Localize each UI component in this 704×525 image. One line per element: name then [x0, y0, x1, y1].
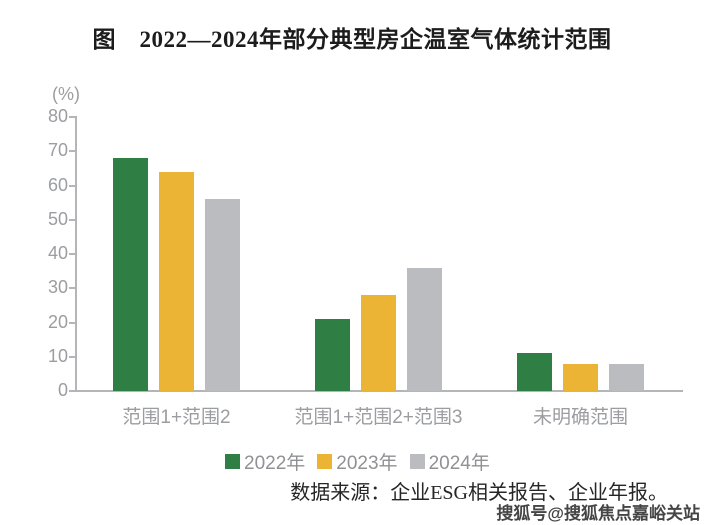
y-axis-line	[75, 116, 77, 392]
legend-swatch-icon	[317, 454, 333, 469]
y-axis-tick-label: 70	[47, 140, 68, 160]
y-axis-tick-label: 30	[47, 277, 68, 297]
y-axis-tick-label: 60	[47, 175, 68, 195]
y-axis-tick	[69, 356, 75, 358]
legend-label: 2022年	[244, 453, 306, 474]
bar-2024年-范围1+范围2	[205, 199, 240, 391]
y-axis-tick	[69, 150, 75, 152]
x-axis-category-label: 范围1+范围2+范围3	[294, 407, 463, 428]
y-axis-tick	[69, 219, 75, 221]
y-axis-tick	[69, 253, 75, 255]
legend-swatch-icon	[409, 454, 425, 469]
bar-2022年-范围1+范围2+范围3	[315, 319, 350, 391]
bar-2023年-未明确范围	[563, 364, 598, 391]
y-axis-tick	[69, 390, 75, 392]
y-axis-tick-label: 80	[47, 106, 68, 126]
watermark-text: 搜狐号@搜狐焦点嘉峪关站	[496, 504, 700, 523]
y-axis-tick	[69, 185, 75, 187]
x-axis-category-label: 范围1+范围2	[122, 407, 231, 428]
y-axis-tick-label: 20	[47, 312, 68, 332]
data-source-note: 数据来源：企业ESG相关报告、企业年报。	[290, 482, 668, 504]
y-axis-unit-label: (%)	[52, 84, 80, 104]
legend-label: 2023年	[336, 453, 398, 474]
x-axis-category-label: 未明确范围	[532, 407, 629, 428]
legend-item-2023年: 2023年	[317, 448, 398, 475]
legend-label: 2024年	[428, 453, 490, 474]
bar-2024年-未明确范围	[609, 364, 644, 391]
legend-item-2022年: 2022年	[225, 448, 305, 475]
y-axis-tick-label: 50	[47, 209, 68, 229]
y-axis-tick	[69, 116, 75, 118]
bar-2022年-范围1+范围2	[113, 158, 148, 391]
y-axis-tick-label: 40	[47, 243, 68, 263]
legend-item-2024年: 2024年	[409, 448, 490, 475]
bar-2023年-范围1+范围2	[159, 172, 194, 391]
bar-2023年-范围1+范围2+范围3	[361, 295, 396, 391]
chart-legend: 2022年 2023年 2024年	[225, 448, 490, 475]
y-axis-tick-label: 10	[47, 346, 68, 366]
chart-title: 图 2022—2024年部分典型房企温室气体统计范围	[92, 27, 612, 52]
x-axis-line	[75, 390, 683, 392]
y-axis-tick	[69, 287, 75, 289]
bar-2024年-范围1+范围2+范围3	[407, 268, 442, 391]
legend-swatch-icon	[225, 454, 240, 469]
y-axis-tick-label: 0	[57, 380, 68, 400]
bar-2022年-未明确范围	[517, 353, 552, 391]
y-axis-tick	[69, 322, 75, 324]
